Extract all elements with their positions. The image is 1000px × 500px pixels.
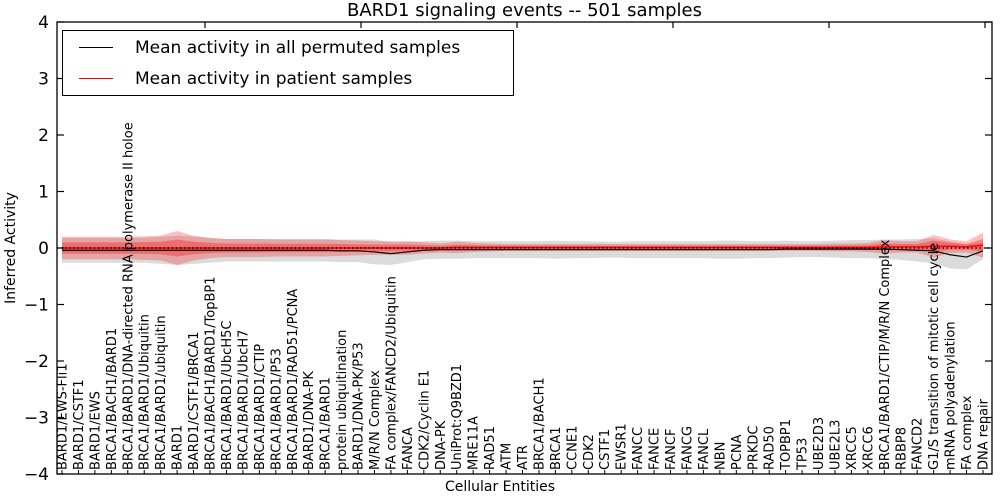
x-tick-label: FANCF [664,429,679,470]
x-tick-label: ATM [500,443,515,470]
x-tick-label: NBN [713,442,728,470]
y-tick-label: −4 [24,465,49,485]
x-tick-label: FANCD2 [911,418,926,470]
chart-title: BARD1 signaling events -- 501 samples [347,0,702,21]
x-tick-label: BRCA1/BARD1/UbcH7 [236,330,251,470]
x-tick-label: M/R/N Complex [368,370,383,470]
x-tick-label: BRCA1 [549,426,564,470]
x-tick-label: BARD1 [171,425,186,470]
x-tick-label: DNA-PK [434,420,449,470]
x-tick-label: EWSR1 [615,423,630,470]
legend-label-permuted: Mean activity in all permuted samples [135,37,461,58]
x-tick-label: FANCA [401,427,416,470]
x-tick-label: BRCA1/BARD1/Ubiquitin [138,314,153,470]
x-tick-label: RBBP8 [894,427,909,470]
y-tick-label: −1 [24,296,49,316]
y-tick-label: 3 [38,70,49,90]
x-tick-label: RAD51 [483,426,498,470]
x-tick-label: G1/S transition of mitotic cell cycle [927,243,942,470]
permuted-line-swatch [79,47,113,48]
x-tick-label: XRCC5 [845,426,860,470]
x-tick-label: BRCA1/BARD1/DNA-directed RNA polymerase … [121,122,136,470]
y-tick-label: 0 [38,239,49,259]
x-tick-label: BARD1/DNA-PK/P53 [352,342,367,470]
y-tick-label: −2 [24,352,49,372]
x-tick-label: BRCA1/BARD1/CTIP/M/R/N Complex [878,239,893,470]
legend: Mean activity in all permuted samples Me… [62,30,514,96]
x-tick-label: UBE2L3 [828,420,843,470]
patient-mean-line [62,244,984,249]
x-tick-label: protein ubiquitination [335,330,350,470]
x-tick-label: BARD1/EWS [88,391,103,470]
x-tick-label: ATR [516,445,531,470]
x-tick-label: BRCA1/BACH1/BARD1 [105,328,120,470]
x-tick-label: FANCC [631,427,646,470]
x-tick-label: PRKDC [746,426,761,470]
x-tick-label: BRCA1/BARD1/CTIP [253,344,268,470]
legend-item-patient: Mean activity in patient samples [63,63,513,94]
x-tick-label: PCNA [730,434,745,470]
x-tick-label: FANCE [648,428,663,470]
x-tick-label: UniProt:Q9BZD1 [450,364,465,470]
x-tick-label: TOPBP1 [779,419,794,471]
x-tick-label: MRE11A [467,416,482,470]
permuted-std-band [62,235,983,270]
x-tick-label: BARD1/EWS-Fli1 [56,364,71,471]
x-tick-label: RAD50 [763,426,778,470]
x-tick-label: BRCA1/BARD1/ubiquitin [154,315,169,470]
x-tick-label: DNA repair [977,398,992,470]
x-tick-label: BRCA1/BARD1 [319,377,334,470]
x-tick-label: BRCA1/BACH1/BARD1/TopBP1 [204,277,219,470]
legend-label-patient: Mean activity in patient samples [135,68,413,89]
x-tick-label: TP53 [796,438,811,471]
x-tick-label: FA complex/FANCD2/Ubiquitin [384,276,399,470]
y-tick-label: 1 [38,183,49,203]
x-tick-label: FA complex [960,395,975,470]
y-tick-label: 2 [38,126,49,146]
x-axis-label: Cellular Entities [444,479,556,495]
x-tick-label: CSTF1 [598,429,613,470]
y-tick-label: −3 [24,409,49,429]
patient-line-swatch [79,78,113,79]
x-tick-label: CDK2 [582,434,597,470]
x-tick-label: BARD1/DNA-PK [302,371,317,470]
x-tick-label: BRCA1/BACH1 [532,377,547,470]
legend-item-permuted: Mean activity in all permuted samples [63,32,513,63]
x-tick-label: BRCA1/BARD1/P53 [269,348,284,470]
x-tick-label: CDK2/Cyclin E1 [417,370,432,470]
x-tick-label: XRCC6 [861,426,876,470]
x-tick-label: UBE2D3 [812,417,827,470]
y-tick-label: 4 [38,13,49,33]
x-tick-label: FANCL [697,428,712,470]
x-tick-label: BRCA1/BARD1/UbcH5C [220,321,235,470]
x-tick-label: CCNE1 [565,426,580,470]
x-tick-label: BRCA1/BARD1/RAD51/PCNA [286,289,301,470]
x-tick-label: BARD1/CSTF1/BRCA1 [187,332,202,470]
x-tick-label: FANCG [680,426,695,470]
x-tick-label: mRNA polyadenylation [944,321,959,470]
x-tick-label: BARD1/CSTF1 [72,379,87,470]
permuted-mean-line [62,248,984,258]
